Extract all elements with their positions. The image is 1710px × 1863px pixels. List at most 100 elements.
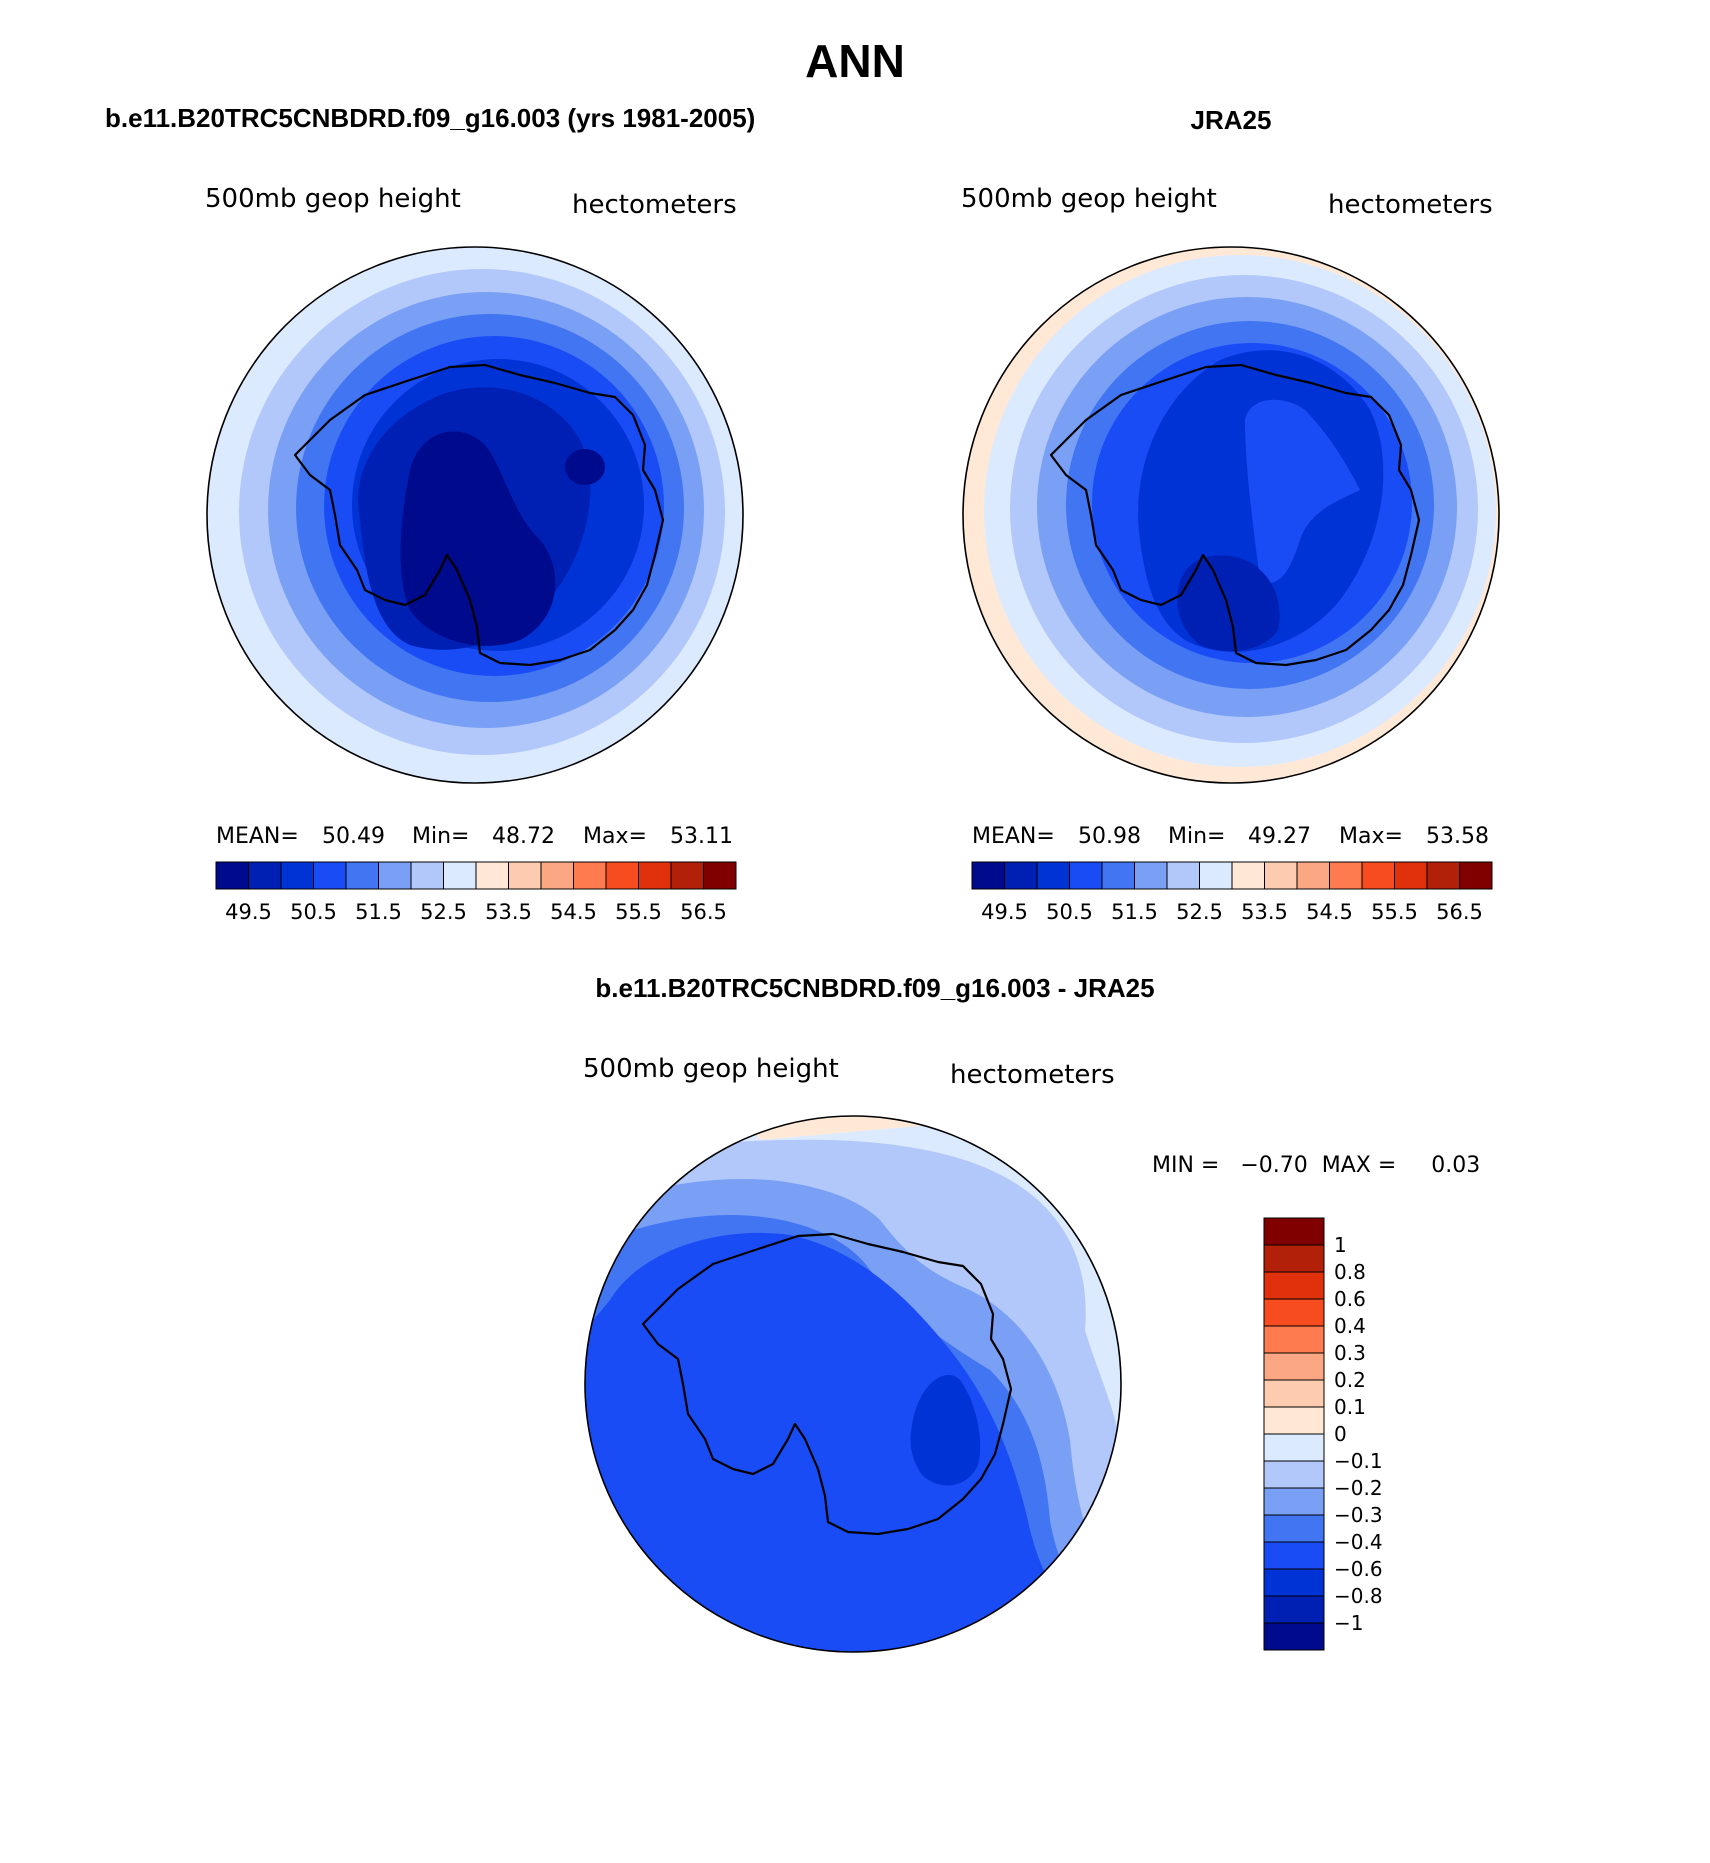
colorbar-tick-label: 49.5 — [981, 900, 1028, 924]
panel-diff-title: b.e11.B20TRC5CNBDRD.f09_g16.003 - JRA25 — [595, 973, 1154, 1003]
colorbar-swatch — [1004, 861, 1038, 890]
colorbar-swatch — [971, 861, 1005, 890]
colorbar-tick-label: 55.5 — [615, 900, 662, 924]
colorbar-tick-label: 49.5 — [225, 900, 272, 924]
panel-obs-mean-label: MEAN= — [972, 824, 1055, 849]
colorbar-tick-label: 53.5 — [485, 900, 532, 924]
panel-obs-units: hectometers — [1328, 190, 1493, 220]
colorbar-swatch — [1199, 861, 1233, 890]
colorbar-swatch — [1231, 861, 1265, 890]
panel-diff-colorbar-ticks: 1 0.8 0.6 0.4 0.3 0.2 0.1 0 −0.1 −0.2 −0.3 −0.4 −0.6… — [1334, 1233, 1383, 1635]
panel-model-colorbar-ticks: 49.5 50.5 51.5 52.5 53.5 54.5 55.5 56.5 — [225, 900, 727, 924]
colorbar-swatch — [508, 861, 542, 890]
colorbar-swatch — [1263, 1460, 1325, 1489]
colorbar-tick-label: 54.5 — [550, 900, 597, 924]
colorbar-swatch — [1263, 1433, 1325, 1462]
colorbar-tick-label: −0.1 — [1334, 1449, 1383, 1473]
colorbar-swatch — [1263, 1244, 1325, 1273]
colorbar-tick-label: 52.5 — [1176, 900, 1223, 924]
colorbar-swatch — [215, 861, 249, 890]
colorbar-tick-label: 0.8 — [1334, 1260, 1366, 1284]
panel-model-max-value: 53.11 — [670, 824, 733, 849]
colorbar-swatch — [1263, 1298, 1325, 1327]
colorbar-swatch — [1361, 861, 1395, 890]
panel-diff-colorbar — [1263, 1217, 1325, 1651]
colorbar-tick-label: 0.6 — [1334, 1287, 1366, 1311]
panel-obs-min-label: Min= — [1168, 824, 1225, 849]
colorbar-swatch — [573, 861, 607, 890]
colorbar-tick-label: 52.5 — [420, 900, 467, 924]
colorbar-swatch — [1134, 861, 1168, 890]
panel-model-min-label: Min= — [412, 824, 469, 849]
colorbar-tick-label: 56.5 — [1436, 900, 1483, 924]
colorbar-swatch — [443, 861, 477, 890]
colorbar-tick-label: 51.5 — [1111, 900, 1158, 924]
colorbar-tick-label: 54.5 — [1306, 900, 1353, 924]
map-boundary — [584, 1115, 1122, 1653]
colorbar-swatch — [1263, 1487, 1325, 1516]
panel-model-units: hectometers — [572, 190, 737, 220]
colorbar-swatch — [1166, 861, 1200, 890]
panel-model-title: b.e11.B20TRC5CNBDRD.f09_g16.003 (yrs 198… — [105, 103, 755, 133]
panel-obs-variable: 500mb geop height — [961, 184, 1217, 214]
colorbar-tick-label: 0.3 — [1334, 1341, 1366, 1365]
figure-title: ANN — [805, 35, 905, 87]
colorbar-swatch — [1263, 1379, 1325, 1408]
colorbar-tick-label: 51.5 — [355, 900, 402, 924]
colorbar-tick-label: −0.6 — [1334, 1557, 1383, 1581]
colorbar-tick-label: −0.4 — [1334, 1530, 1383, 1554]
colorbar-swatch — [605, 861, 639, 890]
colorbar-tick-label: −0.8 — [1334, 1584, 1383, 1608]
colorbar-tick-label: 0.2 — [1334, 1368, 1366, 1392]
colorbar-swatch — [1426, 861, 1460, 890]
colorbar-swatch — [1263, 1595, 1325, 1624]
colorbar-swatch — [475, 861, 509, 890]
panel-obs-max-label: Max= — [1339, 824, 1403, 849]
colorbar-swatch — [1264, 861, 1298, 890]
panel-diff: b.e11.B20TRC5CNBDRD.f09_g16.003 - JRA25 … — [583, 973, 1480, 1653]
colorbar-swatch — [1036, 861, 1070, 890]
map-boundary — [206, 246, 744, 784]
panel-obs: JRA25 500mb geop height hectometers MEAN… — [961, 105, 1500, 924]
colorbar-swatch — [1101, 861, 1135, 890]
panel-obs-colorbar — [971, 861, 1493, 890]
colorbar-swatch — [1263, 1514, 1325, 1543]
panel-diff-units: hectometers — [950, 1060, 1115, 1090]
colorbar-tick-label: 0 — [1334, 1422, 1347, 1446]
colorbar-swatch — [248, 861, 282, 890]
contour-band — [1177, 555, 1280, 652]
map-boundary — [962, 246, 1500, 784]
colorbar-swatch — [1263, 1541, 1325, 1570]
colorbar-swatch — [1263, 1622, 1325, 1651]
panel-obs-max-value: 53.58 — [1426, 824, 1489, 849]
contour-band — [1245, 399, 1360, 583]
panel-model-max-label: Max= — [583, 824, 647, 849]
panel-model-map — [207, 247, 743, 783]
colorbar-tick-label: 50.5 — [290, 900, 337, 924]
colorbar-tick-label: 55.5 — [1371, 900, 1418, 924]
colorbar-swatch — [1394, 861, 1428, 890]
colorbar-tick-label: −0.3 — [1334, 1503, 1383, 1527]
colorbar-swatch — [345, 861, 379, 890]
colorbar-swatch — [1263, 1325, 1325, 1354]
panel-obs-min-value: 49.27 — [1248, 824, 1311, 849]
contour-band — [400, 431, 556, 646]
contour-band — [585, 1232, 1121, 1652]
colorbar-tick-label: 0.1 — [1334, 1395, 1366, 1419]
panel-diff-stats: MIN = −0.70 MAX = 0.03 — [1152, 1153, 1480, 1178]
panel-obs-colorbar-ticks: 49.5 50.5 51.5 52.5 53.5 54.5 55.5 56.5 — [981, 900, 1483, 924]
colorbar-swatch — [703, 861, 737, 890]
colorbar-swatch — [378, 861, 412, 890]
panel-model-mean-label: MEAN= — [216, 824, 299, 849]
panel-model: b.e11.B20TRC5CNBDRD.f09_g16.003 (yrs 198… — [105, 103, 755, 924]
panel-obs-title: JRA25 — [1191, 105, 1272, 135]
panel-diff-map — [585, 1116, 1121, 1652]
colorbar-tick-label: −0.2 — [1334, 1476, 1383, 1500]
colorbar-swatch — [1329, 861, 1363, 890]
colorbar-tick-label: 1 — [1334, 1233, 1347, 1257]
contour-band — [910, 1375, 981, 1486]
colorbar-swatch — [1069, 861, 1103, 890]
colorbar-swatch — [410, 861, 444, 890]
panel-model-min-value: 48.72 — [492, 824, 555, 849]
